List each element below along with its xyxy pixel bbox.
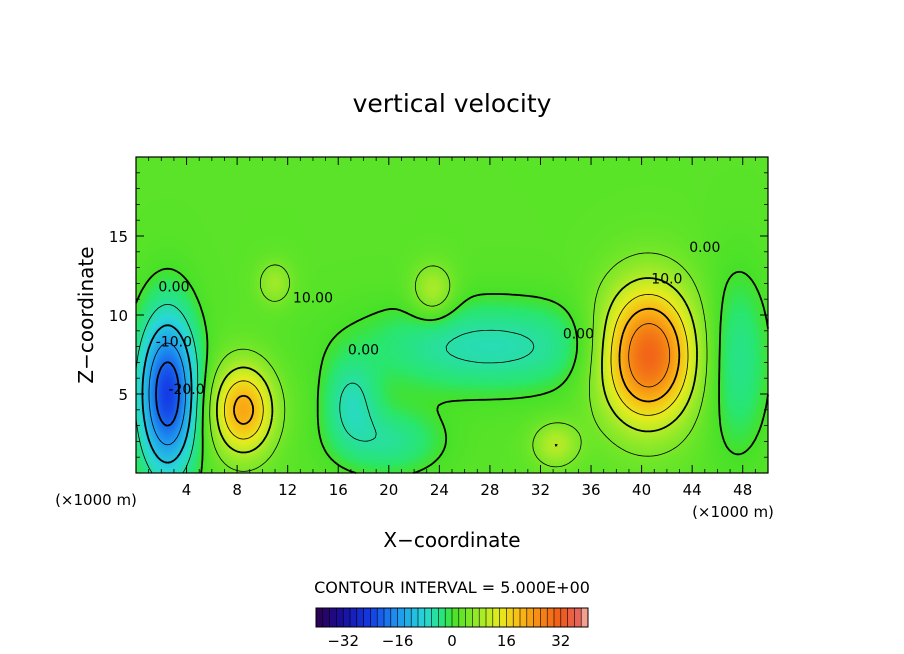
y-axis: 5 10 15 [109,172,768,458]
colorbar-segment [370,608,378,627]
x-tick-label: 16 [329,481,348,499]
colorbar-tick-label: −32 [327,632,359,650]
contour-label: 0.00 [563,327,594,343]
colorbar-segment [533,608,541,627]
colorbar-segment [418,608,426,627]
colorbar-tick-label: 0 [447,632,457,650]
contour-label: 10.0 [651,271,682,287]
colorbar-segment [567,608,575,627]
contour-label: 10.00 [293,290,333,306]
colorbar-segment [356,608,364,627]
x-tick-label: 40 [632,481,651,499]
colorbar-tick-label: 32 [551,632,570,650]
x-tick-label: 8 [232,481,242,499]
contour-label: 0.00 [158,279,189,295]
chart-title: vertical velocity [353,89,552,118]
colorbar-segment [574,608,582,627]
y-tick-label: 15 [109,228,128,246]
colorbar-segment [384,608,392,627]
x-tick-label: 36 [581,481,600,499]
x-tick-label: 4 [182,481,192,499]
colorbar-segment [397,608,405,627]
colorbar-segment [540,608,548,627]
contour-line [216,277,698,454]
colorbar-segment [520,608,528,627]
contour-line [209,252,708,472]
colorbar-segment [465,608,473,627]
colorbar-segment [581,608,589,627]
colorbar-segment [316,608,324,627]
x-tick-label: 24 [430,481,449,499]
colorbar-segment [560,608,568,627]
x-axis: 4 8 12 16 20 24 28 32 36 40 44 48 [148,157,756,499]
colorbar-tick-label: −16 [382,632,414,650]
colorbar-segment [452,608,460,627]
y-axis-label: Z−coordinate [74,246,98,383]
colorbar-frame [315,607,589,628]
x-unit-label-right: (×1000 m) [692,503,774,521]
contour-label: 0.00 [689,240,720,256]
colorbar-segment [329,608,337,627]
colorbar-segment [431,608,439,627]
x-tick-label: 12 [278,481,297,499]
contour-label: -20.0 [168,382,204,398]
colorbar-segment [486,608,494,627]
colorbar-tick-label: 16 [497,632,516,650]
colorbar-segment [343,608,351,627]
x-tick-label: 20 [379,481,398,499]
colorbar-segment [492,608,500,627]
colorbar: −32 −16 0 16 32 [315,607,589,650]
contour-line [141,324,193,464]
x-tick-label: 44 [683,481,702,499]
contour-line [135,267,769,474]
x-tick-label: 28 [480,481,499,499]
colorbar-segment [499,608,507,627]
colorbar-segment [424,608,432,627]
colorbar-segment [350,608,358,627]
colorbar-segment [472,608,480,627]
contour-label: -10.0 [156,335,192,351]
colorbar-segment [554,608,562,627]
x-tick-label: 48 [733,481,752,499]
colorbar-segment [377,608,385,627]
contour-line [628,323,671,388]
contour-line [224,294,689,440]
colorbar-segment [363,608,371,627]
colorbar-segment [411,608,419,627]
contour-interval-text: CONTOUR INTERVAL = 5.000E+00 [314,578,590,597]
y-tick-label: 10 [109,307,128,325]
colorbar-segment [390,608,398,627]
colorbar-segment [506,608,514,627]
heatmap-field [136,157,768,473]
x-unit-label-left: (×1000 m) [55,491,137,509]
contour-label: 0.00 [348,343,379,359]
x-tick-label: 32 [531,481,550,499]
contour-line [135,304,535,474]
x-axis-label: X−coordinate [383,528,520,552]
contour-line [233,307,681,425]
colorbar-segment [322,608,330,627]
colorbar-segment [526,608,534,627]
colorbar-segment [513,608,521,627]
colorbar-segment [458,608,466,627]
colorbar-segment [547,608,555,627]
plot-area: 0.00 10.00 0.00 0.00 10.0 0.00 -10.0 -20.0 [135,156,769,474]
colorbar-segment [445,608,453,627]
contour-line [155,361,180,427]
colorbar-segment [336,608,344,627]
contour-line [148,342,186,446]
y-tick-label: 5 [118,386,128,404]
colorbar-segment [479,608,487,627]
colorbar-segment [438,608,446,627]
colorbar-segment [404,608,412,627]
